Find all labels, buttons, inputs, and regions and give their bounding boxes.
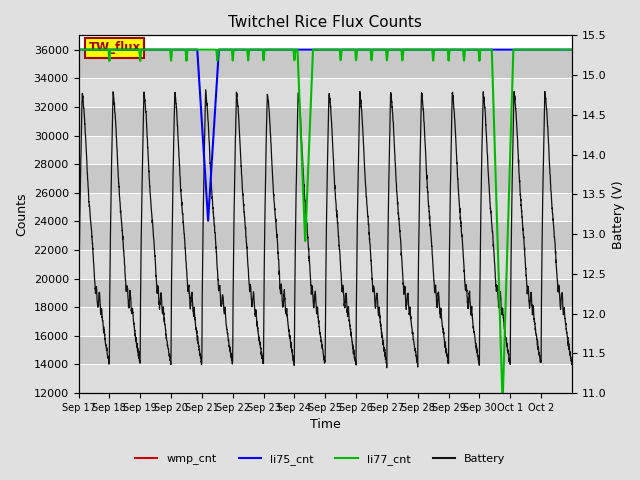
Bar — [79, 107, 572, 135]
Bar — [79, 336, 572, 364]
Legend: wmp_cnt, li75_cnt, li77_cnt, Battery: wmp_cnt, li75_cnt, li77_cnt, Battery — [131, 450, 509, 469]
Bar — [79, 278, 572, 307]
Title: Twitchel Rice Flux Counts: Twitchel Rice Flux Counts — [228, 15, 422, 30]
Y-axis label: Counts: Counts — [15, 192, 28, 236]
Bar — [79, 164, 572, 193]
Bar — [79, 250, 572, 278]
Bar — [79, 49, 572, 78]
Y-axis label: Battery (V): Battery (V) — [612, 180, 625, 249]
Bar — [79, 307, 572, 336]
Bar — [79, 364, 572, 393]
Text: TW_flux: TW_flux — [88, 41, 141, 54]
Bar — [79, 193, 572, 221]
Bar — [79, 78, 572, 107]
X-axis label: Time: Time — [310, 419, 340, 432]
Bar — [79, 135, 572, 164]
Bar — [79, 221, 572, 250]
